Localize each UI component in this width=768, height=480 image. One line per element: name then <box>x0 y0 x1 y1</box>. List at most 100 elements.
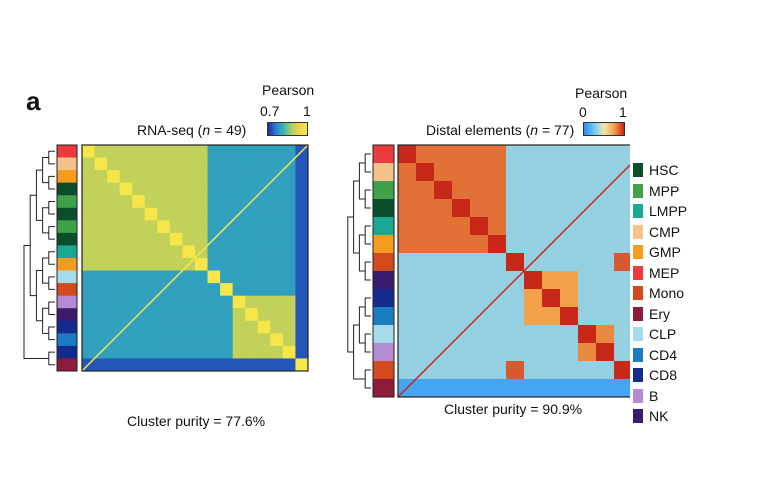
rna-cell <box>157 220 171 234</box>
distal-cell <box>560 235 579 254</box>
rna-cell <box>182 345 196 359</box>
rna-cell <box>132 232 146 246</box>
legend-item-mep: MEP <box>633 263 687 284</box>
rna-cell <box>144 170 158 183</box>
rna-annotation-gmp <box>57 170 77 183</box>
rna-cell <box>144 245 158 259</box>
distal-cell <box>488 253 507 272</box>
rna-cell <box>144 308 158 322</box>
rna-cell <box>295 320 309 334</box>
distal-cell <box>470 199 489 218</box>
rna-cell <box>157 232 171 246</box>
distal-cell <box>452 163 471 182</box>
rna-cell <box>94 195 108 209</box>
legend-swatch <box>633 224 643 239</box>
distal-cell <box>578 379 597 398</box>
rna-cell <box>119 283 133 296</box>
rna-dendrogram-branch <box>42 257 49 284</box>
distal-cell <box>506 217 525 236</box>
rna-cell <box>169 308 183 322</box>
distal-cell <box>542 181 561 200</box>
rna-cell <box>119 258 133 271</box>
rna-cell <box>232 220 246 234</box>
rna-cell <box>182 358 196 372</box>
rna-cell <box>207 157 221 171</box>
rna-cell <box>195 145 208 158</box>
heatmap-rna <box>23 144 309 372</box>
distal-cell <box>452 289 471 308</box>
legend-label: MPP <box>649 182 680 199</box>
distal-cell <box>452 343 471 362</box>
rna-cell <box>169 220 183 234</box>
rna-cell <box>270 195 284 209</box>
rna-cell <box>169 170 183 183</box>
rna-cell <box>132 358 146 372</box>
rna-cell <box>232 358 246 372</box>
distal-cell <box>506 145 525 164</box>
rna-dendrogram-branch <box>23 244 49 359</box>
distal-cell <box>560 181 579 200</box>
rna-cell <box>182 170 196 183</box>
distal-cell <box>470 235 489 254</box>
distal-cell <box>452 199 471 218</box>
legend-label: LMPP <box>649 203 688 220</box>
rna-cell <box>94 232 108 246</box>
rna-cell <box>195 333 208 347</box>
rna-cell <box>119 182 133 196</box>
legend-item-cmp: CMP <box>633 222 687 243</box>
rna-cell <box>295 345 309 359</box>
rna-cell <box>232 157 246 171</box>
rna-cell <box>132 245 146 259</box>
legend-swatch <box>633 306 643 321</box>
legend-item-hsc: HSC <box>633 160 687 181</box>
rna-cell <box>119 270 133 284</box>
rna-cell <box>270 270 284 284</box>
rna-cell <box>220 245 233 259</box>
distal-cell <box>488 361 507 380</box>
rna-cell <box>195 195 208 209</box>
rna-cell <box>207 207 221 221</box>
distal-cell <box>578 307 597 326</box>
distal-cell <box>578 343 597 362</box>
rna-cell <box>232 270 246 284</box>
legend-label: HSC <box>649 162 679 179</box>
distal-cell <box>452 145 471 164</box>
rna-cell <box>282 270 296 284</box>
distal-dendrogram-branch <box>358 234 366 272</box>
rna-cell <box>195 232 208 246</box>
distal-annotation-mono <box>373 361 394 380</box>
rna-cell <box>119 245 133 259</box>
rna-cell <box>207 182 221 196</box>
rna-cell <box>282 182 296 196</box>
rna-cell <box>144 157 158 171</box>
distal-cell <box>434 235 453 254</box>
distal-cell <box>398 163 417 182</box>
rna-cell <box>232 333 246 347</box>
distal-cell <box>506 307 525 326</box>
rna-cell <box>270 245 284 259</box>
rna-cell <box>257 145 271 158</box>
rna-cell <box>82 345 95 359</box>
rna-cell <box>169 207 183 221</box>
distal-cell <box>560 253 579 272</box>
rna-annotation-cd8 <box>57 345 77 359</box>
rna-cell <box>220 308 233 322</box>
distal-cell <box>596 163 615 182</box>
rna-cell <box>157 295 171 309</box>
rna-cell <box>169 358 183 372</box>
distal-cell <box>470 145 489 164</box>
distal-cell <box>524 325 543 344</box>
rna-cell <box>157 270 171 284</box>
distal-cell <box>560 163 579 182</box>
rna-cell <box>94 308 108 322</box>
distal-cell <box>596 289 615 308</box>
rna-cell <box>82 157 95 171</box>
rna-cell <box>119 157 133 171</box>
rna-cell <box>257 157 271 171</box>
rna-cell <box>119 333 133 347</box>
rna-cell <box>245 145 259 158</box>
legend-label: MEP <box>649 264 680 281</box>
distal-cell <box>434 253 453 272</box>
distal-cell <box>596 217 615 236</box>
distal-cell <box>416 379 435 398</box>
